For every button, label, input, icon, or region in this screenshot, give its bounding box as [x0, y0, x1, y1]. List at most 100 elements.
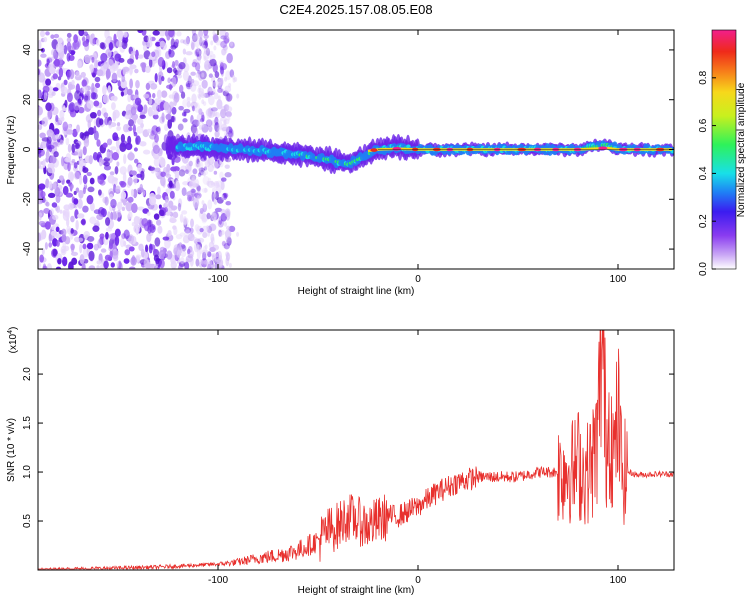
noise-blob: [148, 243, 153, 254]
noise-blob: [212, 81, 219, 88]
noise-blob: [86, 99, 94, 109]
noise-blob: [182, 39, 189, 45]
noise-blob: [66, 52, 71, 62]
noise-blob: [203, 30, 209, 36]
noise-blob: [111, 152, 119, 161]
noise-blob: [170, 166, 177, 172]
noise-blob: [220, 35, 227, 40]
noise-blob: [178, 264, 183, 269]
noise-blob: [108, 41, 114, 51]
noise-blob: [152, 92, 156, 99]
noise-blob: [153, 167, 161, 172]
noise-blob: [184, 169, 190, 174]
noise-blob: [208, 73, 213, 78]
noise-blob: [89, 177, 95, 185]
noise-blob: [38, 142, 41, 147]
noise-blob: [107, 174, 115, 184]
noise-blob: [38, 212, 43, 218]
noise-blob: [206, 108, 210, 119]
noise-blob: [158, 74, 162, 85]
x-tick-label: 100: [610, 575, 627, 586]
noise-blob: [116, 161, 120, 167]
snr-multiplier-exp: 4: [7, 330, 14, 334]
noise-blob: [94, 76, 101, 82]
noise-blob: [134, 68, 139, 74]
noise-blob: [159, 40, 166, 48]
noise-blob: [143, 35, 149, 43]
noise-blob: [104, 254, 111, 261]
noise-blob: [119, 32, 124, 39]
noise-blob: [180, 39, 185, 44]
noise-blob: [225, 201, 232, 206]
noise-blob: [224, 76, 228, 82]
noise-blob: [106, 138, 113, 146]
noise-blob: [157, 125, 161, 135]
noise-blob: [206, 160, 210, 166]
noise-blob: [158, 209, 165, 216]
noise-blob: [123, 153, 127, 165]
noise-blob: [103, 161, 110, 167]
noise-blob: [191, 33, 198, 43]
noise-blob: [108, 233, 116, 240]
noise-blob: [122, 198, 127, 206]
noise-blob: [112, 211, 117, 221]
noise-blob: [154, 237, 161, 247]
noise-blob: [191, 93, 197, 104]
colorbar-tick-label: 0.6: [698, 118, 709, 132]
noise-blob: [53, 128, 60, 136]
y-tick-label: 0: [22, 146, 33, 152]
noise-blob: [226, 126, 230, 134]
noise-blob: [38, 199, 43, 205]
noise-blob: [205, 47, 210, 57]
noise-blob: [208, 125, 213, 133]
noise-blob: [135, 80, 140, 89]
noise-blob: [218, 255, 222, 261]
noise-blob: [224, 38, 230, 43]
noise-blob: [224, 164, 230, 169]
noise-blob: [225, 225, 231, 231]
noise-blob: [130, 256, 137, 266]
signal-peak: [392, 146, 402, 151]
noise-blob: [102, 85, 107, 96]
noise-blob: [175, 234, 183, 240]
noise-blob: [196, 47, 200, 53]
noise-blob: [135, 225, 139, 235]
noise-blob: [220, 208, 226, 215]
noise-blob: [88, 127, 95, 135]
noise-blob: [154, 133, 159, 143]
noise-blob: [59, 209, 63, 214]
noise-blob: [227, 240, 232, 245]
noise-blob: [228, 225, 236, 233]
noise-blob: [129, 64, 137, 70]
noise-blob: [93, 125, 97, 134]
noise-blob: [121, 75, 126, 83]
noise-blob: [129, 78, 133, 89]
noise-blob: [148, 196, 157, 206]
noise-blob: [131, 221, 136, 227]
noise-blob: [199, 228, 204, 233]
noise-blob: [77, 213, 85, 219]
noise-blob: [220, 177, 227, 182]
noise-blob: [199, 207, 204, 215]
noise-blob: [206, 212, 211, 220]
noise-blob: [81, 262, 86, 269]
noise-blob: [145, 65, 151, 74]
noise-blob: [109, 250, 113, 260]
noise-blob: [69, 172, 74, 182]
noise-blob: [51, 225, 55, 231]
noise-blob: [189, 174, 197, 181]
noise-blob: [79, 254, 85, 265]
noise-blob: [219, 231, 223, 237]
noise-blob: [39, 30, 46, 38]
noise-blob: [219, 79, 223, 86]
noise-blob: [182, 48, 187, 55]
noise-blob: [161, 90, 168, 98]
noise-blob: [98, 189, 102, 196]
noise-blob: [187, 161, 192, 172]
noise-blob: [219, 66, 224, 75]
noise-blob: [198, 55, 202, 61]
noise-blob: [178, 105, 184, 111]
noise-blob: [142, 44, 148, 52]
noise-blob: [70, 215, 75, 223]
noise-blob: [91, 82, 95, 93]
